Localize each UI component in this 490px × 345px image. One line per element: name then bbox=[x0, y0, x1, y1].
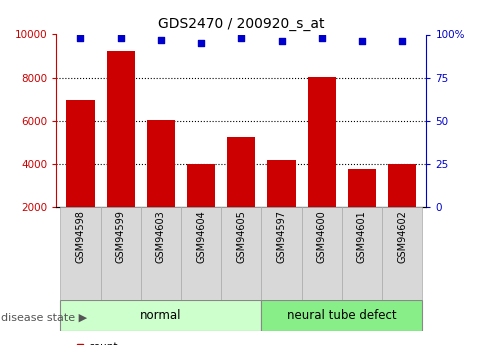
Title: GDS2470 / 200920_s_at: GDS2470 / 200920_s_at bbox=[158, 17, 324, 31]
Bar bbox=[141, 207, 181, 300]
Point bbox=[278, 39, 286, 44]
Point bbox=[157, 37, 165, 42]
Text: disease state ▶: disease state ▶ bbox=[1, 312, 87, 322]
Bar bbox=[221, 207, 262, 300]
Bar bbox=[107, 51, 135, 250]
Text: GSM94598: GSM94598 bbox=[75, 210, 85, 263]
Point bbox=[358, 39, 366, 44]
Bar bbox=[60, 207, 100, 300]
Bar bbox=[227, 137, 255, 250]
Bar bbox=[388, 164, 416, 250]
Bar bbox=[262, 207, 302, 300]
Text: GSM94599: GSM94599 bbox=[116, 210, 126, 263]
Bar bbox=[268, 159, 295, 250]
Bar bbox=[308, 77, 336, 250]
Bar bbox=[67, 100, 95, 250]
Text: GSM94600: GSM94600 bbox=[317, 210, 327, 263]
Point bbox=[238, 35, 245, 41]
Bar bbox=[147, 120, 175, 250]
Text: GSM94601: GSM94601 bbox=[357, 210, 367, 263]
Bar bbox=[382, 207, 422, 300]
Bar bbox=[342, 207, 382, 300]
Point bbox=[398, 39, 406, 44]
Bar bbox=[181, 207, 221, 300]
Text: GSM94597: GSM94597 bbox=[276, 210, 287, 263]
Bar bbox=[100, 207, 141, 300]
Point bbox=[197, 40, 205, 46]
Point bbox=[318, 35, 326, 41]
Legend: count, percentile rank within the sample: count, percentile rank within the sample bbox=[72, 338, 268, 345]
Text: normal: normal bbox=[140, 309, 182, 322]
Text: GSM94605: GSM94605 bbox=[236, 210, 246, 263]
Text: GSM94604: GSM94604 bbox=[196, 210, 206, 263]
Bar bbox=[187, 164, 215, 250]
Point bbox=[76, 35, 84, 41]
Text: GSM94603: GSM94603 bbox=[156, 210, 166, 263]
Bar bbox=[60, 300, 262, 331]
Bar bbox=[262, 300, 422, 331]
Text: neural tube defect: neural tube defect bbox=[287, 309, 397, 322]
Bar bbox=[302, 207, 342, 300]
Text: GSM94602: GSM94602 bbox=[397, 210, 407, 263]
Point bbox=[117, 35, 124, 41]
Bar bbox=[348, 169, 376, 250]
